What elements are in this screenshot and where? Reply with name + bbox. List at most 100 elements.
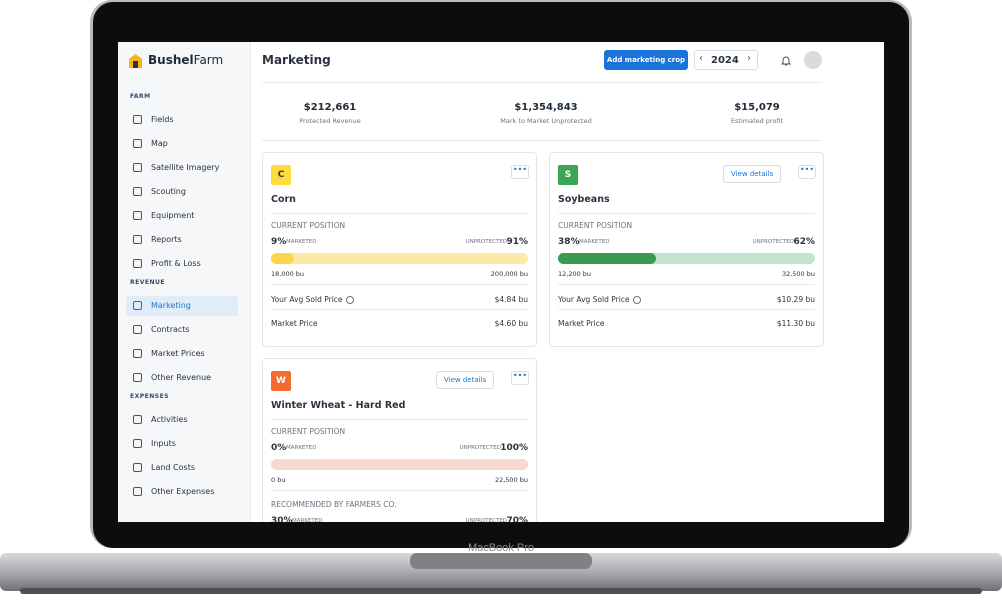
section-heading: CURRENT POSITION — [271, 221, 346, 230]
stat: $15,079 Estimated profit — [667, 102, 847, 125]
nav-icon — [133, 211, 142, 220]
marketed-pct: 30% — [271, 516, 293, 522]
nav-item[interactable]: Fields — [126, 110, 238, 130]
nav-item[interactable]: Profit & Loss — [126, 254, 238, 274]
info-icon — [633, 296, 641, 304]
marketed-pct: 9% — [271, 237, 287, 247]
nav-label: Land Costs — [151, 463, 196, 472]
nav-item[interactable]: Land Costs — [126, 458, 238, 478]
nav-label: Fields — [151, 115, 174, 124]
stat-value: $15,079 — [734, 102, 780, 113]
total-bushels: 22,500 bu — [494, 476, 528, 484]
stat: $1,354,843 Mark to Market Unprotected — [456, 102, 636, 125]
unprotected-label: UNPROTECTED — [465, 518, 507, 522]
view-details[interactable]: View details — [436, 371, 495, 389]
unprotected-label: UNPROTECTED — [459, 445, 501, 451]
nav-label: Activities — [151, 415, 188, 424]
nav-item[interactable]: Map — [126, 134, 238, 154]
nav-label: Equipment — [151, 211, 195, 220]
nav-label: Satellite Imagery — [151, 163, 220, 172]
nav-icon — [133, 349, 142, 358]
crop-card: C ••• Corn CURRENT POSITION 9% MARKETED 91% UNP… — [262, 152, 537, 347]
price-label: Market Price — [558, 319, 605, 328]
view-details[interactable]: View details — [723, 165, 782, 183]
device-label: MacBook Pro — [468, 542, 534, 554]
position-bar — [558, 253, 656, 264]
nav-icon — [133, 439, 142, 448]
section-heading: RECOMMENDED BY FARMERS CO. — [271, 500, 397, 509]
position-bar-track — [558, 253, 815, 264]
nav-icon — [133, 325, 142, 334]
more-menu[interactable]: ••• — [511, 165, 529, 179]
nav-icon — [133, 463, 142, 472]
unprotected-pct: 70% — [506, 516, 528, 522]
nav-item[interactable]: Other Expenses — [126, 482, 238, 502]
nav-item[interactable]: Activities — [126, 410, 238, 430]
nav-item[interactable]: Contracts — [126, 320, 238, 340]
nav-item[interactable]: Reports — [126, 230, 238, 250]
position-bar-track — [271, 253, 528, 264]
divider — [271, 309, 528, 310]
crop-name: Winter Wheat - Hard Red — [271, 400, 406, 411]
page-title: Marketing — [262, 53, 331, 67]
marketed-bushels: 18,000 bu — [271, 270, 305, 278]
divider — [271, 284, 528, 285]
marketed-pct: 38% — [558, 237, 580, 247]
nav-label: Contracts — [151, 325, 190, 334]
marketed-label: MARKETED — [292, 518, 323, 522]
divider — [271, 490, 528, 491]
unprotected-pct: 100% — [500, 443, 528, 453]
divider — [271, 213, 528, 214]
divider — [262, 140, 822, 141]
more-menu[interactable]: ••• — [511, 371, 529, 385]
marketed-pct: 0% — [271, 443, 287, 453]
nav-icon — [133, 373, 142, 382]
crop-card: S ••• View details Soybeans CURRENT POSITION… — [549, 152, 824, 347]
position-bar-track — [271, 459, 528, 470]
total-bushels: 200,000 bu — [490, 270, 528, 278]
brand-light: Farm — [193, 53, 224, 67]
nav-label: Inputs — [151, 439, 176, 448]
nav-icon — [133, 187, 142, 196]
nav-item[interactable]: Market Prices — [126, 344, 238, 364]
nav-item[interactable]: Inputs — [126, 434, 238, 454]
sidebar: BushelFarm FARM Fields Map Satellite Imager… — [118, 42, 251, 522]
nav-item[interactable]: Satellite Imagery — [126, 158, 238, 178]
price-value: $10.29 bu — [776, 295, 815, 304]
nav-item[interactable]: Other Revenue — [126, 368, 238, 388]
section-heading: EXPENSES — [130, 393, 169, 400]
stat-value: $212,661 — [303, 102, 357, 113]
section-heading: CURRENT POSITION — [271, 427, 346, 436]
nav-icon — [133, 139, 142, 148]
nav-item[interactable]: Equipment — [126, 206, 238, 226]
year-selector: ‹ 2024 › — [694, 50, 758, 70]
nav-item[interactable]: Scouting — [126, 182, 238, 202]
bell-icon[interactable] — [780, 54, 792, 66]
crop-name: Soybeans — [558, 194, 610, 205]
nav-icon — [133, 163, 142, 172]
nav-label: Other Expenses — [151, 487, 215, 496]
nav-item[interactable]: Marketing — [126, 296, 238, 316]
section-heading: CURRENT POSITION — [558, 221, 633, 230]
section-heading: REVENUE — [130, 279, 165, 286]
next-year[interactable]: › — [747, 53, 751, 64]
divider — [271, 419, 528, 420]
crop-badge: C — [271, 165, 291, 185]
nav-icon — [133, 235, 142, 244]
price-label: Your Avg Sold Price — [271, 295, 343, 304]
prev-year[interactable]: ‹ — [699, 53, 703, 64]
divider — [262, 82, 822, 83]
info-icon — [346, 296, 354, 304]
add-button[interactable]: Add marketing crop — [604, 50, 688, 70]
more-menu[interactable]: ••• — [798, 165, 816, 179]
divider — [558, 213, 815, 214]
price-label: Your Avg Sold Price — [558, 295, 630, 304]
brand-bold: Bushel — [148, 53, 194, 67]
stat: $212,661 Protected Revenue — [240, 102, 420, 125]
nav-label: Map — [151, 139, 168, 148]
unprotected-label: UNPROTECTED — [752, 239, 794, 245]
avatar[interactable] — [804, 51, 822, 69]
nav-label: Reports — [151, 235, 182, 244]
marketed-label: MARKETED — [286, 445, 317, 451]
nav-label: Other Revenue — [151, 373, 212, 382]
